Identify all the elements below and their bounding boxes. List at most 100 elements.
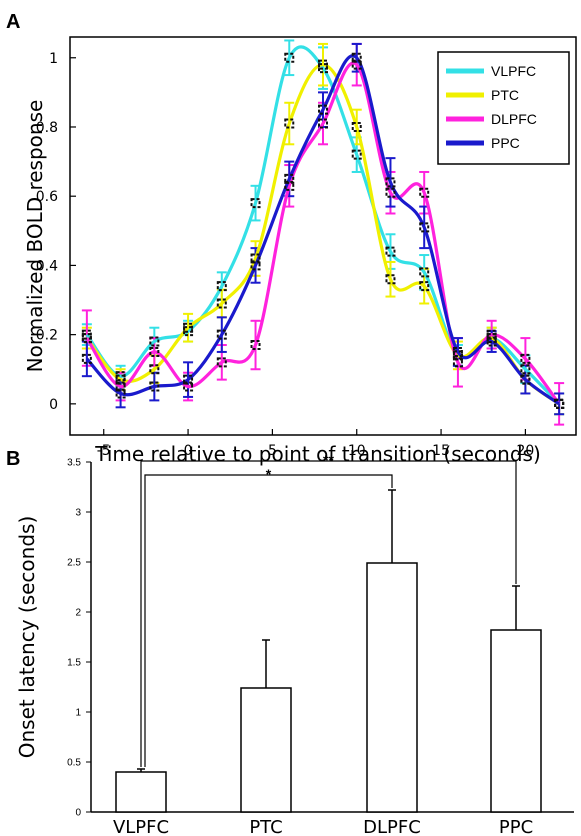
bar-vlpfc <box>115 771 167 813</box>
x-tick-label: 20 <box>516 443 534 459</box>
legend-label-vlpfc: VLPFC <box>491 63 536 79</box>
data-point <box>318 104 328 115</box>
data-point <box>216 329 227 340</box>
data-point <box>385 274 396 285</box>
data-point <box>452 346 463 357</box>
bar-ptc <box>240 687 292 813</box>
legend-label-dlpfc: DLPFC <box>491 111 537 127</box>
x-tick-label: 0 <box>184 443 193 459</box>
data-point <box>554 398 565 409</box>
data-point <box>520 374 531 385</box>
significance-bracket <box>144 474 393 767</box>
y-ticks: 0 0.2 0.4 0.6 0.8 1 <box>36 51 76 413</box>
data-point <box>250 253 261 264</box>
data-point <box>115 374 126 385</box>
data-point <box>149 346 160 357</box>
series-line-ptc <box>85 63 561 406</box>
data-point <box>385 246 396 257</box>
data-point <box>216 357 227 368</box>
y-tick-label: 0.6 <box>36 189 58 205</box>
data-point <box>351 59 362 70</box>
y-tick-label: 2.5 <box>67 558 81 569</box>
y-tick-label: 0.2 <box>36 328 58 344</box>
data-point <box>520 364 531 375</box>
panel-b-letter: B <box>6 448 20 470</box>
data-point <box>419 187 430 198</box>
category-label-dlpfc: DLPFC <box>363 817 421 836</box>
data-point <box>385 177 396 188</box>
significance-bracket <box>140 460 517 767</box>
data-point <box>318 118 328 129</box>
data-point <box>318 59 328 70</box>
series-line-ppc <box>85 54 561 406</box>
y-axis-title: Onset latency (seconds) <box>15 516 39 759</box>
data-point <box>284 180 295 191</box>
series-group <box>81 39 565 426</box>
y-tick-label: 1 <box>49 51 58 67</box>
y-tick-label: 3 <box>75 508 81 519</box>
data-point <box>385 187 396 198</box>
category-label-vlpfc: VLPFC <box>113 817 169 836</box>
significance-marker: ** <box>323 452 334 468</box>
data-point <box>351 52 362 63</box>
data-point <box>115 381 126 392</box>
category-labels: VLPFC PTC DLPFC PPC <box>113 817 533 836</box>
data-point <box>183 381 194 392</box>
data-point <box>216 281 227 292</box>
x-tick-label: 5 <box>268 443 277 459</box>
data-point <box>183 374 194 385</box>
y-tick-label: 3.5 <box>67 458 81 469</box>
legend-label-ppc: PPC <box>491 135 520 151</box>
y-axis-title: Normalized BOLD response <box>23 100 47 373</box>
y-tick-label: 1.5 <box>67 658 81 669</box>
data-point <box>520 353 531 364</box>
y-ticks: 0 0.5 1 1.5 2 2.5 3 3.5 <box>67 458 91 819</box>
legend: VLPFC PTC DLPFC PPC <box>437 51 570 165</box>
data-point <box>250 340 261 351</box>
y-tick-label: 0.4 <box>36 258 58 274</box>
data-point <box>81 333 92 344</box>
data-point <box>81 353 92 364</box>
category-label-ptc: PTC <box>249 817 282 836</box>
data-point <box>351 149 362 160</box>
data-point <box>216 298 227 309</box>
bar-dlpfc <box>366 562 418 813</box>
line-chart: 0 0.2 0.4 0.6 0.8 1 -5 0 5 10 15 20 VLPFC PTC DLPFC P… <box>23 36 577 466</box>
x-tick-label: -5 <box>97 443 111 459</box>
data-point <box>149 364 160 375</box>
y-tick-label: 2 <box>75 608 81 619</box>
y-tick-label: 1 <box>75 708 81 719</box>
x-axis-title: Time relative to point of transition (se… <box>94 442 541 466</box>
data-point <box>419 281 430 292</box>
bar-ppc <box>490 629 542 813</box>
series-line-dlpfc <box>85 61 561 405</box>
data-point <box>149 381 160 392</box>
data-point <box>115 388 126 399</box>
data-point-markers <box>81 52 565 409</box>
legend-label-ptc: PTC <box>491 87 519 103</box>
data-point <box>250 260 261 271</box>
bar-chart: 00.511.522.533.5 *** VLPFC PTC DLPFC PPC On… <box>15 452 574 836</box>
data-point <box>486 336 497 347</box>
data-point <box>284 52 295 63</box>
category-label-ppc: PPC <box>499 817 533 836</box>
data-point <box>149 336 160 347</box>
y-tick-label: 0.5 <box>67 758 81 769</box>
data-point <box>486 329 497 340</box>
significance-brackets: *** <box>140 452 517 767</box>
panel-a-letter: A <box>6 11 20 33</box>
data-point <box>284 118 295 129</box>
y-tick-label: 0 <box>49 397 58 413</box>
x-tick-label: 10 <box>348 443 366 459</box>
data-point <box>419 222 430 233</box>
bars-group <box>115 489 542 813</box>
x-ticks: -5 0 5 10 15 20 <box>97 429 534 459</box>
y-tick-label: 0 <box>75 808 81 819</box>
data-point <box>250 198 261 209</box>
x-tick-label: 15 <box>432 443 450 459</box>
data-point <box>452 357 463 368</box>
data-point <box>284 173 295 184</box>
data-point <box>351 121 362 132</box>
significance-marker: * <box>266 466 272 482</box>
